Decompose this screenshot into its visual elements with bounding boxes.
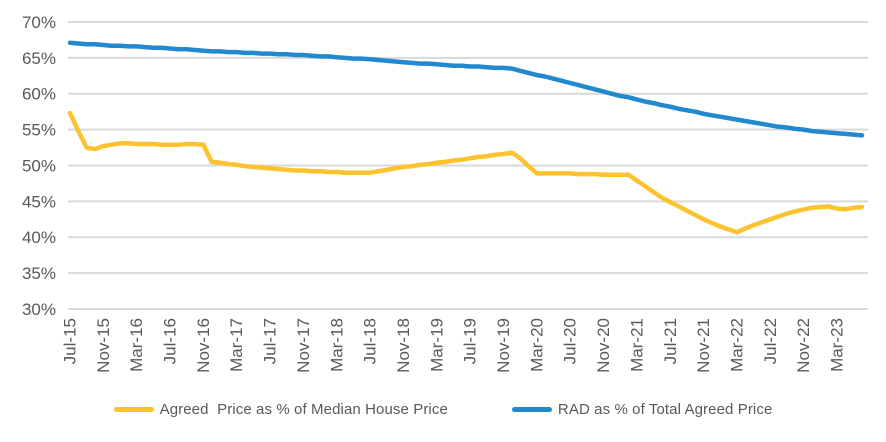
x-tick-label: Jul-18 [361,318,380,364]
x-tick-label: Mar-21 [627,318,646,372]
y-tick-label: 65% [22,49,56,68]
x-tick-label: Nov-21 [694,318,713,373]
x-tick-label: Nov-17 [294,318,313,373]
x-tick-label: Mar-20 [527,318,546,372]
x-tick-label: Nov-18 [394,318,413,373]
series-line-rad [67,40,865,138]
x-tick-label: Mar-17 [227,318,246,372]
x-tick-label: Jul-20 [561,318,580,364]
x-tick-label: Jul-15 [61,318,80,364]
x-tick-label: Jul-16 [161,318,180,364]
y-tick-label: 70% [22,13,56,32]
x-tick-label: Mar-23 [828,318,847,372]
x-tick-label: Jul-19 [461,318,480,364]
x-tick-label: Nov-15 [94,318,113,373]
legend-swatch-rad [511,407,552,412]
legend-label-agreed-price: Agreed Price as % of Median House Price [159,401,448,418]
series-line-agreed-price [67,110,865,235]
chart-legend: Agreed Price as % of Median House Price … [0,401,886,418]
y-tick-label: 40% [22,228,56,247]
x-tick-label: Jul-21 [661,318,680,364]
x-tick-label: Nov-16 [194,318,213,373]
y-tick-label: 60% [22,85,56,104]
legend-item-agreed-price: Agreed Price as % of Median House Price [113,401,448,418]
y-tick-label: 50% [22,156,56,175]
x-tick-label: Nov-22 [794,318,813,373]
x-tick-label: Mar-18 [327,318,346,372]
y-tick-label: 45% [22,192,56,211]
legend-item-rad: RAD as % of Total Agreed Price [511,401,773,418]
legend-label-rad: RAD as % of Total Agreed Price [557,401,773,418]
x-tick-label: Nov-20 [594,318,613,373]
x-tick-label: Mar-19 [427,318,446,372]
x-tick-label: Jul-17 [261,318,280,364]
x-tick-label: Mar-22 [727,318,746,372]
x-tick-label: Nov-19 [494,318,513,373]
x-tick-label: Jul-22 [761,318,780,364]
y-tick-label: 30% [22,300,56,319]
y-tick-label: 35% [22,264,56,283]
x-tick-label: Mar-16 [127,318,146,372]
y-tick-label: 55% [22,121,56,140]
legend-swatch-agreed-price [113,407,154,412]
